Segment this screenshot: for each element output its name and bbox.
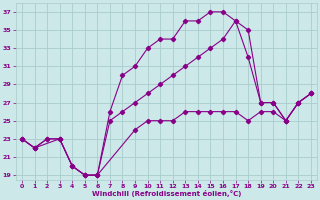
- X-axis label: Windchill (Refroidissement éolien,°C): Windchill (Refroidissement éolien,°C): [92, 190, 241, 197]
